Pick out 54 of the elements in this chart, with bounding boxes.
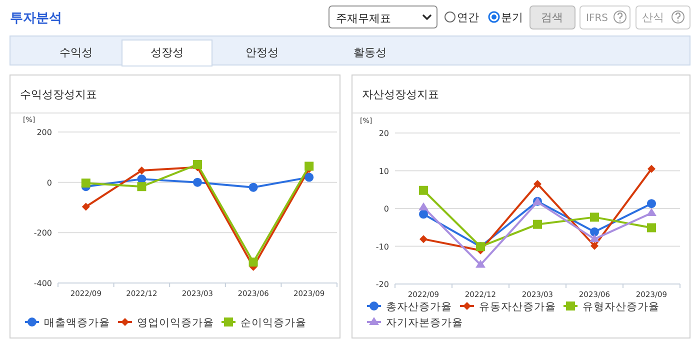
legend-label: 순이익증가율 — [240, 317, 306, 329]
point — [248, 182, 258, 192]
point — [590, 242, 598, 250]
text: 성장성 — [150, 46, 184, 59]
chart-title: 수익성장성지표 — [20, 88, 97, 101]
legend-label: 총자산증가율 — [386, 301, 452, 313]
y-tick-label: -20 — [376, 280, 389, 289]
text: 주재무제표 — [336, 12, 391, 25]
point — [419, 186, 428, 195]
y-tick-label: -400 — [34, 279, 52, 288]
text: 산식 — [642, 11, 664, 24]
point — [646, 208, 656, 216]
point — [647, 199, 656, 208]
point — [533, 220, 542, 229]
point — [534, 180, 542, 188]
text: IFRS — [586, 13, 608, 24]
point — [248, 258, 258, 267]
point — [81, 178, 90, 188]
point — [419, 210, 428, 219]
y-tick-label: 0 — [46, 178, 52, 188]
text: 투자분석 — [10, 11, 62, 26]
point — [82, 202, 90, 211]
point — [193, 178, 202, 187]
point — [647, 223, 656, 232]
point — [590, 227, 599, 236]
point — [420, 235, 428, 244]
point — [476, 260, 486, 268]
chart-title: 자산성장성지표 — [362, 88, 439, 101]
point — [304, 172, 314, 182]
text: 검색 — [541, 11, 563, 24]
legend-label: 유동자산증가율 — [479, 301, 556, 313]
y-tick-label: 20 — [378, 129, 389, 138]
legend-label: 유형자산증가율 — [582, 301, 660, 313]
point — [137, 182, 146, 192]
point — [304, 162, 314, 171]
text: 활동성 — [354, 46, 386, 59]
y-tick-label: 200 — [36, 128, 52, 137]
point — [138, 166, 146, 175]
point — [193, 160, 202, 169]
point — [648, 164, 656, 173]
y-tick-label: 10 — [378, 166, 389, 176]
point — [590, 212, 599, 222]
text: 안정성 — [246, 46, 278, 59]
point — [418, 202, 428, 210]
text: 분기 — [501, 11, 523, 24]
y-tick-label: -10 — [376, 242, 389, 252]
y-tick-label: 0 — [384, 204, 389, 214]
legend-label: 자기자본증가율 — [386, 317, 463, 329]
legend-label: 영업이익증가율 — [137, 317, 214, 329]
legend-label: 매출액증가율 — [44, 317, 110, 329]
y-tick-label: -200 — [34, 228, 52, 238]
text: 수익성 — [60, 46, 92, 59]
text: 연간 — [457, 11, 479, 24]
point — [590, 234, 600, 242]
